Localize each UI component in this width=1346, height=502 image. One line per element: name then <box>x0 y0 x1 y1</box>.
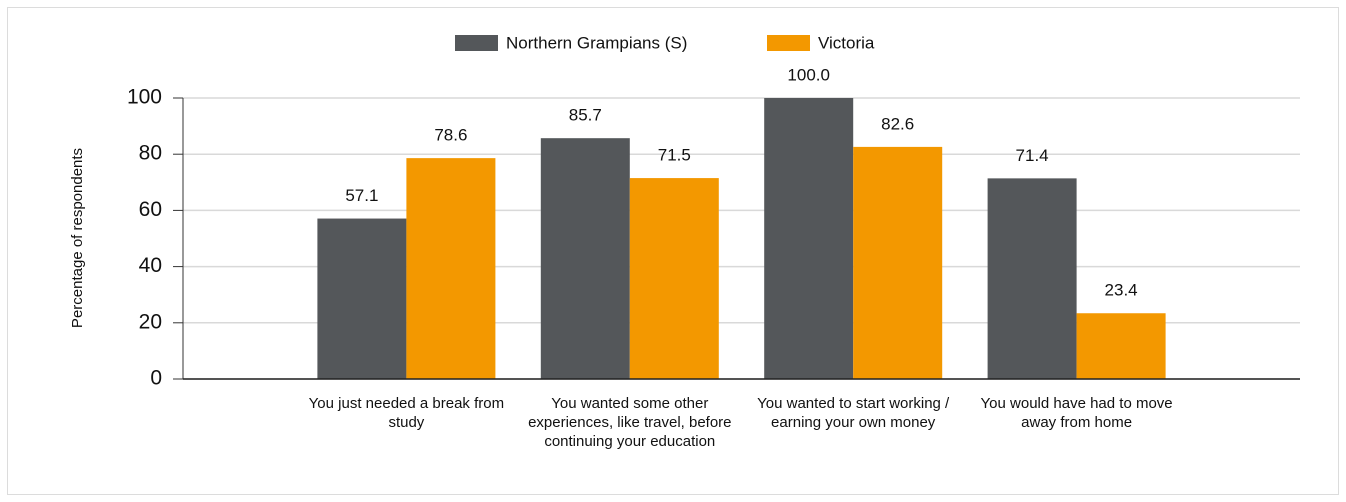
bar <box>987 178 1077 379</box>
bar <box>1076 313 1166 379</box>
y-tick-label: 60 <box>139 198 162 221</box>
legend-label: Northern Grampians (S) <box>506 33 687 52</box>
y-axis-label: Percentage of respondents <box>69 148 86 328</box>
value-label: 57.1 <box>345 186 378 205</box>
bar <box>317 218 407 379</box>
y-tick-label: 100 <box>127 86 162 109</box>
x-tick-label: You would have had to move away from hom… <box>980 395 1173 431</box>
bar <box>406 158 496 379</box>
value-label: 85.7 <box>569 106 602 125</box>
legend-label: Victoria <box>818 33 875 52</box>
y-tick-label: 40 <box>139 254 162 277</box>
x-tick-label: You wanted to start working / earning yo… <box>757 395 950 431</box>
value-label: 71.4 <box>1016 146 1049 165</box>
bar <box>764 98 854 379</box>
value-label: 23.4 <box>1105 281 1138 300</box>
bar <box>629 178 719 379</box>
y-tick-label: 20 <box>139 310 162 333</box>
value-label: 78.6 <box>434 126 467 145</box>
y-tick-label: 80 <box>139 142 162 165</box>
x-tick-label: You wanted some other experiences, like … <box>528 395 732 450</box>
value-label: 82.6 <box>881 114 914 133</box>
legend-swatch <box>455 35 498 51</box>
y-tick-label: 0 <box>150 367 162 390</box>
value-label: 100.0 <box>787 65 830 84</box>
frame <box>7 7 1339 495</box>
value-label: 71.5 <box>658 146 691 165</box>
legend-swatch <box>767 35 810 51</box>
bar <box>540 138 630 379</box>
bar <box>853 146 943 379</box>
x-tick-label: You just needed a break from study <box>308 395 505 431</box>
